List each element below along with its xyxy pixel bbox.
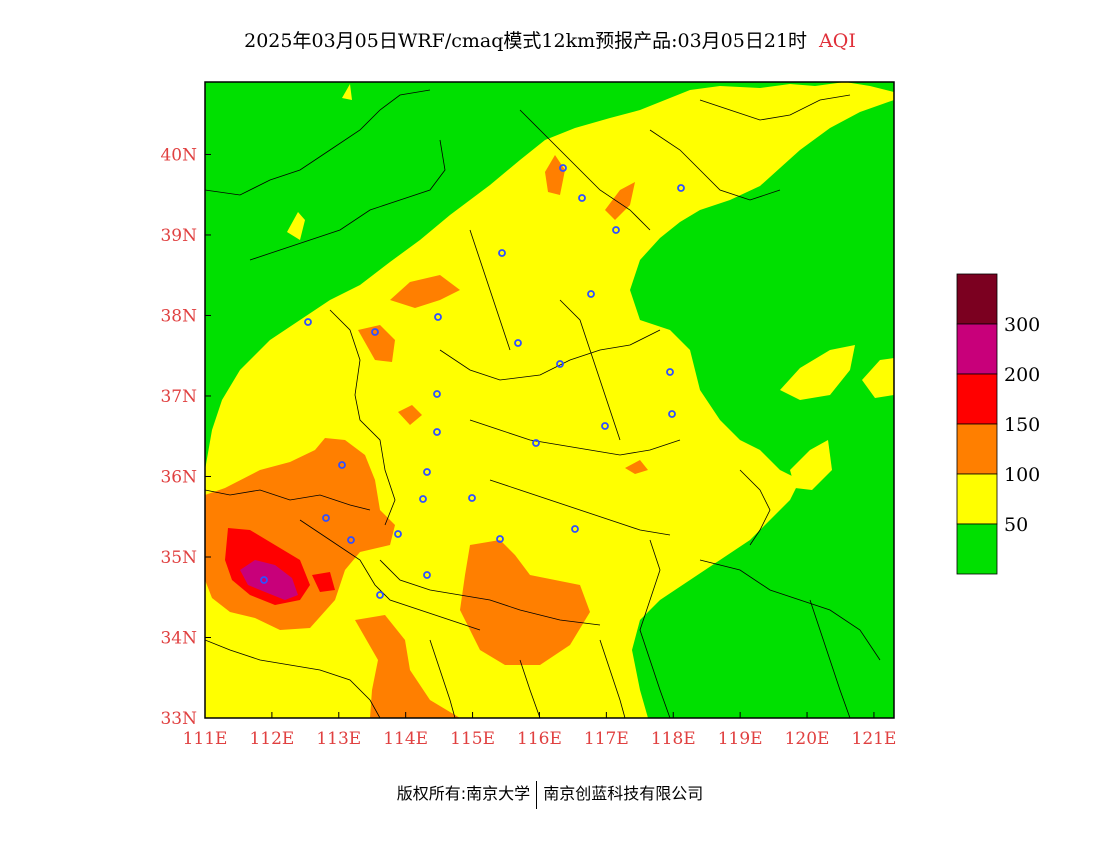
zone-usg-mid [358, 325, 395, 362]
city-marker [468, 494, 476, 502]
city-marker [578, 194, 586, 202]
zone-usg-north [390, 275, 460, 308]
copyright-owner: 版权所有:南京大学 [396, 784, 531, 803]
x-tick-label: 118E [651, 729, 696, 749]
y-tick-label: 39N [160, 226, 197, 246]
legend-swatch [956, 373, 998, 425]
x-tick-label: 121E [852, 729, 897, 749]
city-marker [419, 495, 427, 503]
city-marker [514, 339, 522, 347]
city-marker [433, 390, 441, 398]
legend-colorbar [956, 273, 998, 575]
zone-usg-mid-3 [625, 460, 648, 474]
zone-unhealthy-2 [312, 572, 335, 592]
zone-moderate-coast-1 [780, 345, 855, 400]
city-marker [322, 514, 330, 522]
x-tick-label: 111E [183, 729, 228, 749]
legend-swatch [956, 523, 998, 575]
x-tick-label: 114E [383, 729, 428, 749]
zone-moderate-coast-3 [862, 358, 894, 398]
zone-moderate-north [342, 84, 352, 100]
map-title: 2025年03月05日WRF/cmaq模式12km预报产品:03月05日21时 A… [0, 26, 1100, 53]
city-marker [304, 318, 312, 326]
legend-label-300: 300 [1004, 314, 1041, 336]
x-tick-label: 116E [517, 729, 562, 749]
copyright-line: 版权所有:南京大学 南京创蓝科技有限公司 [0, 780, 1100, 809]
y-tick-label: 33N [160, 709, 197, 729]
x-tick-label: 115E [450, 729, 495, 749]
city-marker [423, 571, 431, 579]
zone-usg-mid-2 [398, 405, 422, 425]
city-marker [612, 226, 620, 234]
legend-swatch [956, 473, 998, 525]
city-marker [666, 368, 674, 376]
legend-label-100: 100 [1004, 464, 1041, 486]
legend-label-50: 50 [1004, 514, 1029, 536]
city-marker [394, 530, 402, 538]
y-tick-label: 38N [160, 306, 197, 326]
y-tick-label: 35N [160, 548, 197, 568]
city-marker [338, 461, 346, 469]
legend-label-200: 200 [1004, 364, 1041, 386]
city-marker [496, 535, 504, 543]
copyright-company: 南京创蓝科技有限公司 [543, 784, 704, 803]
city-marker [433, 428, 441, 436]
y-tick-label: 36N [160, 467, 197, 487]
city-marker [587, 290, 595, 298]
x-tick-label: 117E [584, 729, 629, 749]
city-marker [677, 184, 685, 192]
city-marker [532, 439, 540, 447]
zone-usg-south [460, 540, 590, 665]
legend-swatch [956, 323, 998, 375]
zone-usg-south-2 [355, 615, 460, 718]
zone-moderate-west [287, 212, 305, 240]
legend-swatch [956, 273, 998, 325]
zone-moderate-coast-2 [790, 440, 832, 490]
axis-ticks [204, 153, 875, 719]
city-marker [376, 591, 384, 599]
city-markers [260, 164, 685, 599]
aqi-field [205, 82, 894, 718]
city-marker [571, 525, 579, 533]
y-tick-label: 37N [160, 387, 197, 407]
plot-frame [204, 81, 895, 719]
copyright-divider [536, 780, 538, 809]
x-tick-label: 113E [316, 729, 361, 749]
zone-very-unhealthy [240, 560, 298, 600]
x-tick-label: 112E [249, 729, 294, 749]
zone-usg-north-3 [605, 182, 635, 220]
legend-swatch [956, 423, 998, 475]
x-tick-label: 119E [718, 729, 763, 749]
city-marker [347, 536, 355, 544]
city-marker [601, 422, 609, 430]
zone-usg-north-2 [545, 155, 565, 195]
y-tick-label: 34N [160, 628, 197, 648]
city-marker [668, 410, 676, 418]
city-marker [498, 249, 506, 257]
city-marker [559, 164, 567, 172]
zone-moderate [205, 82, 894, 718]
y-tick-label: 40N [160, 145, 197, 165]
title-text: 2025年03月05日WRF/cmaq模式12km预报产品:03月05日21时 [244, 30, 808, 52]
city-marker [556, 360, 564, 368]
city-marker [423, 468, 431, 476]
x-tick-label: 120E [785, 729, 830, 749]
axis-tick-labels: 111E 112E 113E 114E 115E 116E 117E 118E 119E 120E… [160, 145, 896, 749]
city-marker [371, 328, 379, 336]
city-marker [260, 576, 268, 584]
legend-label-150: 150 [1004, 414, 1041, 436]
pollutant-label: AQI [819, 30, 856, 52]
city-marker [434, 313, 442, 321]
